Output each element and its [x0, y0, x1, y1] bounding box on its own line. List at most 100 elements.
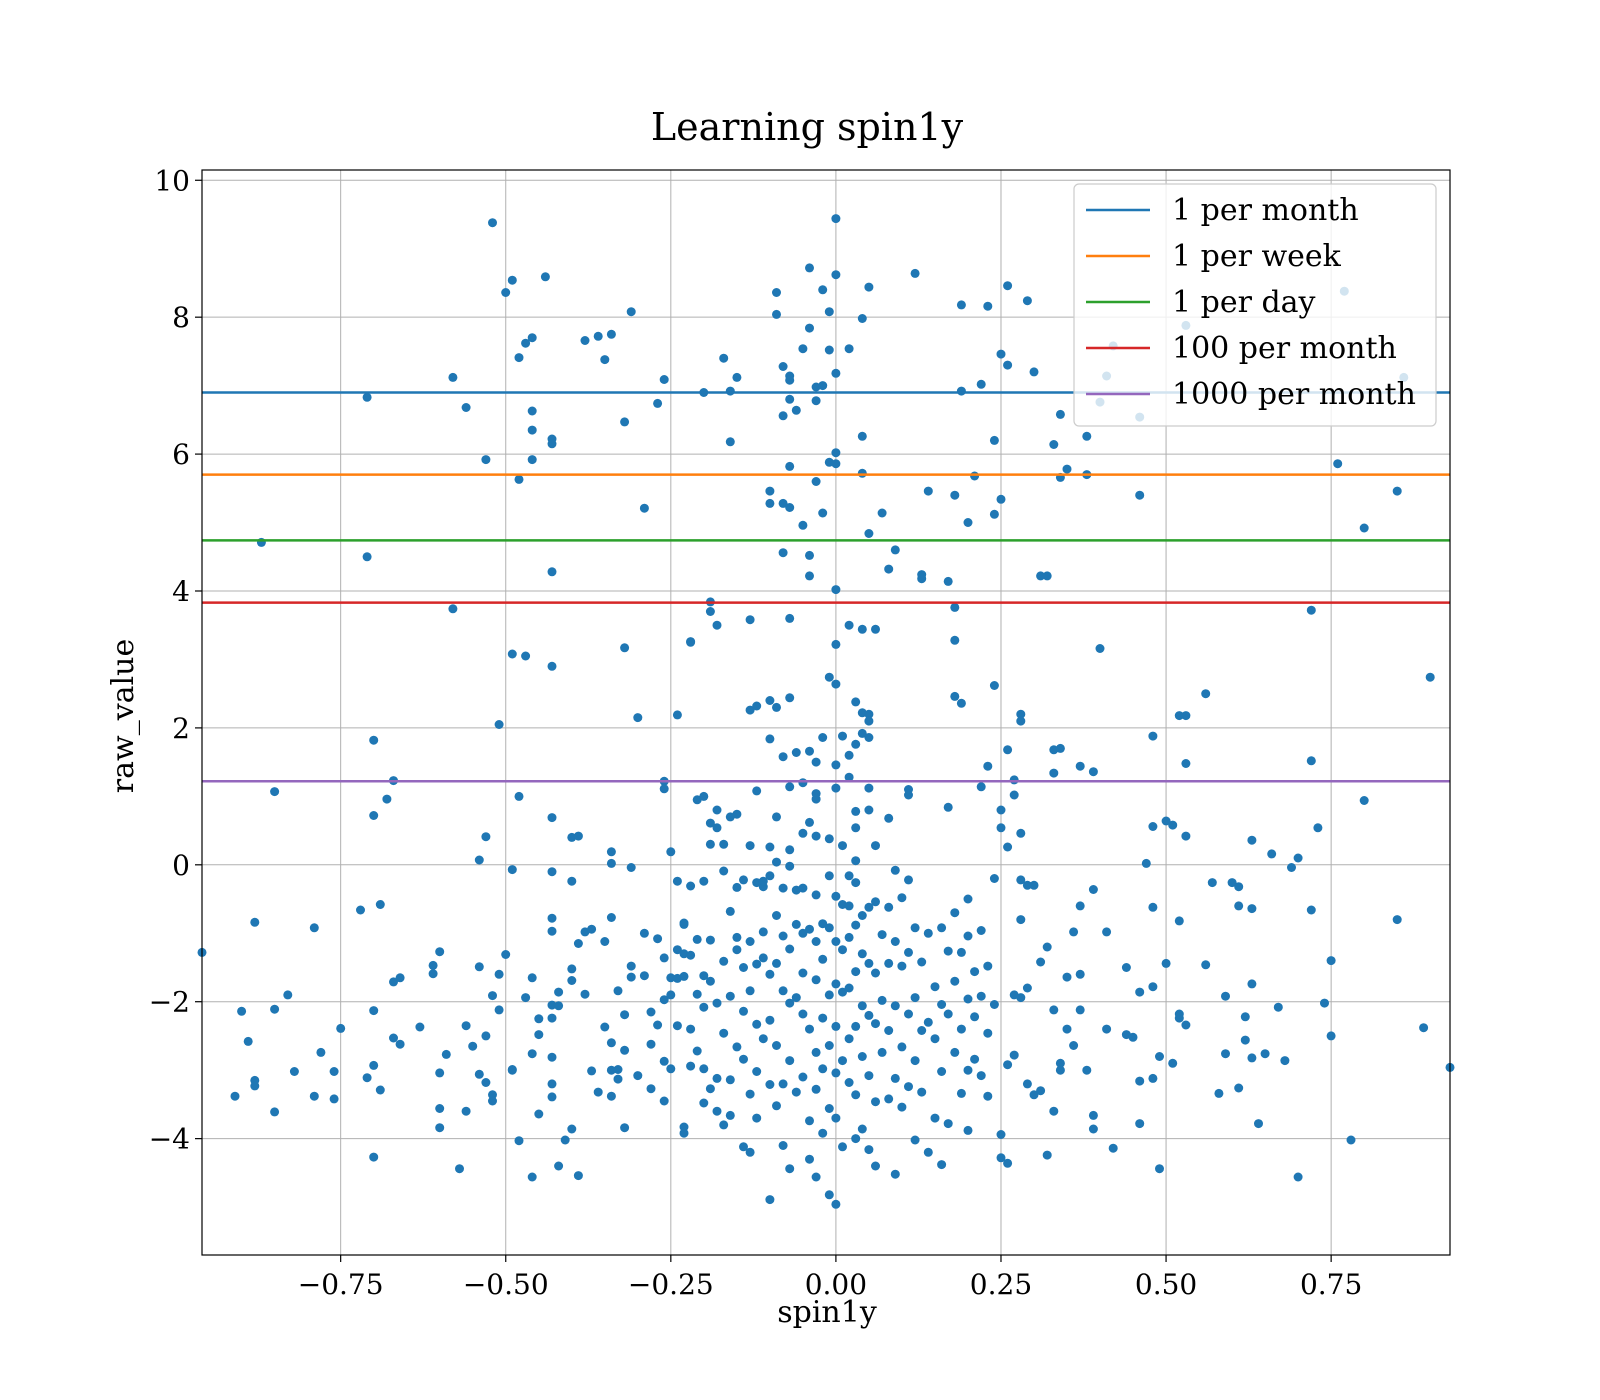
data-point	[389, 1033, 398, 1043]
data-point	[1075, 969, 1085, 979]
data-point	[659, 953, 669, 963]
data-point	[970, 1054, 980, 1064]
data-point	[937, 1000, 947, 1009]
data-point	[1135, 490, 1145, 500]
data-point	[507, 649, 517, 659]
data-point	[593, 1087, 603, 1097]
data-point	[739, 1142, 748, 1152]
data-point	[1088, 767, 1098, 777]
data-point	[785, 503, 795, 512]
data-point	[633, 1071, 643, 1081]
data-point	[824, 672, 834, 682]
data-point	[904, 1009, 913, 1019]
data-point	[996, 349, 1006, 359]
data-point	[1181, 1020, 1191, 1030]
data-point	[805, 263, 814, 273]
data-point	[1306, 756, 1316, 766]
data-point	[772, 857, 781, 867]
data-point	[772, 812, 781, 822]
data-point	[679, 1122, 689, 1132]
plot-area: −0.75 −0.50 −0.25 0.00 0.25 0.50 0.75 −4 −2 0 2 4 6 8…	[149, 164, 1455, 1301]
data-point	[910, 923, 920, 933]
data-point	[798, 1072, 808, 1082]
data-point	[950, 602, 960, 612]
data-point	[1022, 1079, 1032, 1089]
legend-entry-label: 100 per month	[1172, 331, 1397, 366]
data-point	[613, 1065, 623, 1074]
data-point	[785, 394, 795, 404]
data-point	[778, 548, 788, 558]
data-point	[613, 1074, 623, 1084]
data-point	[606, 1065, 616, 1075]
data-point	[956, 1024, 966, 1034]
data-point	[725, 386, 735, 396]
data-point	[851, 697, 861, 707]
data-point	[798, 928, 808, 938]
data-point	[864, 958, 874, 968]
data-point	[824, 307, 834, 317]
data-point	[1346, 1135, 1356, 1145]
data-point	[785, 693, 795, 703]
data-point	[732, 945, 742, 955]
data-point	[435, 1123, 445, 1133]
data-point	[1359, 796, 1369, 805]
data-point	[765, 871, 775, 881]
data-point	[970, 471, 980, 481]
data-point	[871, 624, 880, 634]
data-point	[725, 1110, 735, 1120]
data-point	[1029, 880, 1039, 890]
data-point	[884, 1094, 894, 1104]
data-point	[824, 1190, 834, 1200]
data-point	[1121, 963, 1131, 972]
data-point	[739, 1054, 748, 1064]
data-point	[719, 1120, 729, 1130]
data-point	[237, 1006, 247, 1016]
data-point	[270, 1004, 280, 1014]
data-point	[336, 1023, 346, 1033]
data-point	[719, 866, 729, 876]
data-point	[831, 1113, 841, 1123]
data-point	[732, 882, 742, 892]
data-point	[1009, 775, 1019, 785]
x-tick-label: 0.75	[1300, 1268, 1362, 1301]
legend-entry-label: 1 per week	[1172, 239, 1342, 274]
data-point	[910, 268, 920, 278]
data-point	[1155, 1164, 1164, 1174]
data-point	[329, 1067, 339, 1076]
data-point	[243, 1036, 253, 1046]
data-point	[1022, 880, 1032, 890]
data-point	[593, 331, 603, 341]
data-point	[1062, 972, 1072, 982]
data-point	[857, 314, 867, 323]
legend-entry-label: 1 per day	[1172, 285, 1316, 320]
data-point	[692, 989, 702, 999]
data-point	[494, 969, 504, 979]
x-tick-label: 0.50	[1135, 1268, 1197, 1301]
data-point	[824, 345, 834, 355]
data-point	[778, 883, 788, 893]
data-point	[811, 831, 821, 841]
data-point	[811, 975, 821, 985]
data-point	[659, 1096, 669, 1106]
data-point	[877, 930, 887, 940]
data-point	[831, 448, 841, 458]
data-point	[725, 906, 735, 916]
data-point	[547, 1079, 557, 1089]
data-point	[950, 635, 960, 645]
data-point	[653, 934, 663, 944]
data-point	[1003, 360, 1013, 370]
data-point	[1016, 875, 1026, 885]
data-point	[481, 455, 491, 465]
data-point	[778, 498, 788, 508]
data-point	[989, 435, 999, 445]
x-tick-label: 0.00	[805, 1268, 867, 1301]
data-point	[1240, 1035, 1250, 1045]
data-point	[527, 973, 537, 983]
data-point	[778, 1141, 788, 1150]
data-point	[705, 818, 715, 828]
data-point	[382, 794, 392, 804]
data-point	[996, 1153, 1006, 1163]
data-point	[831, 937, 841, 946]
data-point	[904, 1082, 913, 1092]
data-point	[884, 902, 894, 912]
